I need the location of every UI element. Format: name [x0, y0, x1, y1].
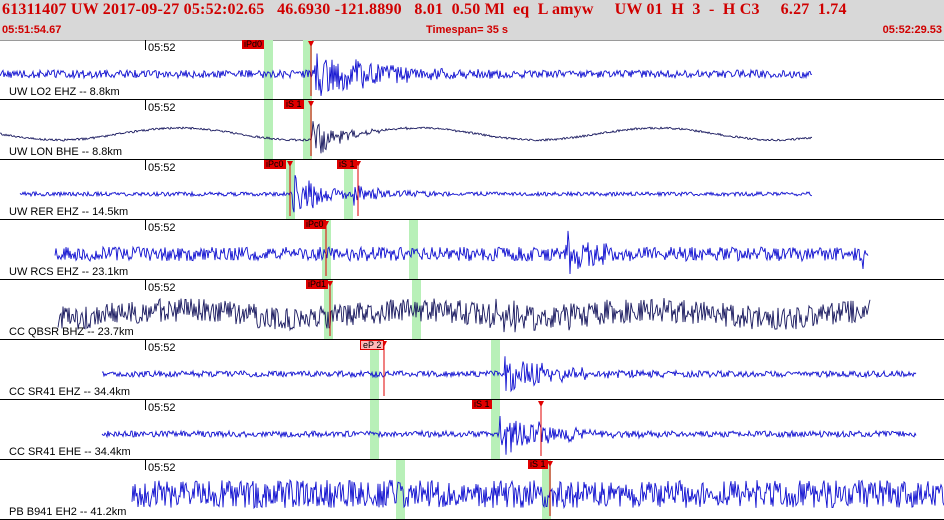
time-tick-label: 05:52: [148, 162, 176, 174]
window-start-time: 05:51:54.67: [2, 24, 62, 36]
phase-pick-label[interactable]: iS 1: [337, 160, 357, 169]
pick-arrow-icon[interactable]: [308, 101, 314, 107]
station-channel-label: UW LON BHE -- 8.8km: [9, 146, 123, 158]
waveform-trace: [0, 121, 813, 154]
pick-arrow-icon[interactable]: [538, 401, 544, 407]
trace-canvas: [19, 160, 813, 219]
waveform-trace: [57, 297, 871, 333]
waveform-trace: [19, 175, 813, 213]
phase-pick-label[interactable]: iPc0: [304, 220, 326, 229]
window-end-time: 05:52:29.53: [882, 24, 942, 36]
waveform-trace: [131, 479, 944, 510]
trace-canvas: [0, 100, 813, 159]
phase-window-band: [303, 100, 312, 159]
trace-canvas: [0, 40, 813, 99]
panel-cc-sr41-ehz[interactable]: 05:52 eP 2 CC SR41 EHZ -- 34.4km: [0, 340, 944, 400]
event-header: 61311407 UW 2017-09-27 05:52:02.65 46.69…: [0, 0, 944, 41]
station-channel-label: CC QBSR BHZ -- 23.7km: [9, 326, 134, 338]
phase-pick-label[interactable]: iS 1: [472, 400, 492, 409]
time-tick: [145, 40, 146, 50]
station-channel-label: PB B941 EH2 -- 41.2km: [9, 506, 127, 518]
trace-canvas: [101, 340, 917, 399]
phase-pick-label[interactable]: iPc0: [264, 160, 286, 169]
time-tick-label: 05:52: [148, 342, 176, 354]
time-tick: [145, 280, 146, 290]
phase-window-band: [324, 280, 333, 339]
phase-pick-label[interactable]: iS 1: [528, 460, 548, 469]
time-tick-label: 05:52: [148, 462, 176, 474]
time-tick-label: 05:52: [148, 102, 176, 114]
station-channel-label: UW RCS EHZ -- 23.1km: [9, 266, 129, 278]
time-tick-label: 05:52: [148, 402, 176, 414]
pick-arrow-icon[interactable]: [327, 281, 333, 287]
phase-window-band: [303, 40, 312, 99]
time-tick: [145, 160, 146, 170]
phase-window-band: [264, 100, 273, 159]
waveform-trace: [54, 230, 869, 275]
trace-canvas: [54, 220, 869, 279]
time-tick: [145, 340, 146, 350]
phase-window-band: [370, 340, 379, 399]
station-channel-label: CC SR41 EHZ -- 34.4km: [9, 386, 131, 398]
phase-window-band: [264, 40, 273, 99]
time-tick: [145, 220, 146, 230]
phase-pick-label[interactable]: iPd0: [242, 40, 265, 49]
time-tick-label: 05:52: [148, 42, 176, 54]
panel-uw-rcs[interactable]: 05:52 iPc0 UW RCS EHZ -- 23.1km: [0, 220, 944, 280]
phase-pick-label[interactable]: eP 2: [360, 340, 385, 350]
panel-cc-qbsr[interactable]: 05:52 iPd1 CC QBSR BHZ -- 23.7km: [0, 280, 944, 340]
timespan-readout: Timespan= 35 s: [426, 24, 509, 36]
phase-pick-label[interactable]: iS 1: [284, 100, 304, 109]
time-tick-label: 05:52: [148, 282, 176, 294]
time-tick: [145, 100, 146, 110]
time-tick: [145, 400, 146, 410]
pick-arrow-icon[interactable]: [547, 461, 553, 467]
panel-uw-lo2[interactable]: 05:52 iPd0 UW LO2 EHZ -- 8.8km: [0, 40, 944, 100]
trace-canvas: [101, 400, 917, 459]
waveform-trace: [101, 356, 917, 393]
station-channel-label: UW RER EHZ -- 14.5km: [9, 206, 129, 218]
pick-arrow-icon[interactable]: [308, 41, 314, 47]
phase-window-band: [491, 340, 500, 399]
time-tick-label: 05:52: [148, 222, 176, 234]
trace-canvas: [57, 280, 871, 339]
panel-cc-sr41-ehe[interactable]: 05:52 iS 1 CC SR41 EHE -- 34.4km: [0, 400, 944, 460]
waveform-trace: [0, 53, 813, 96]
phase-pick-label[interactable]: iPd1: [306, 280, 329, 289]
phase-window-band: [370, 400, 379, 459]
waveform-trace: [101, 415, 917, 455]
event-summary-line: 61311407 UW 2017-09-27 05:52:02.65 46.69…: [2, 1, 847, 18]
panel-pb-b941[interactable]: 05:52 iS 1 PB B941 EH2 -- 41.2km: [0, 460, 944, 520]
pick-arrow-icon[interactable]: [287, 161, 293, 167]
station-channel-label: CC SR41 EHE -- 34.4km: [9, 446, 131, 458]
panel-uw-lon[interactable]: 05:52 iS 1 UW LON BHE -- 8.8km: [0, 100, 944, 160]
time-tick: [145, 460, 146, 470]
station-channel-label: UW LO2 EHZ -- 8.8km: [9, 86, 120, 98]
panel-uw-rer[interactable]: 05:52 iPc0 iS 1 UW RER EHZ -- 14.5km: [0, 160, 944, 220]
phase-window-band: [344, 160, 353, 219]
trace-canvas: [131, 460, 944, 519]
phase-window-band: [542, 460, 551, 519]
phase-window-band: [491, 400, 500, 459]
seismogram-panels[interactable]: 05:52 iPd0 UW LO2 EHZ -- 8.8km 05:52 iS 1 UW …: [0, 40, 944, 520]
